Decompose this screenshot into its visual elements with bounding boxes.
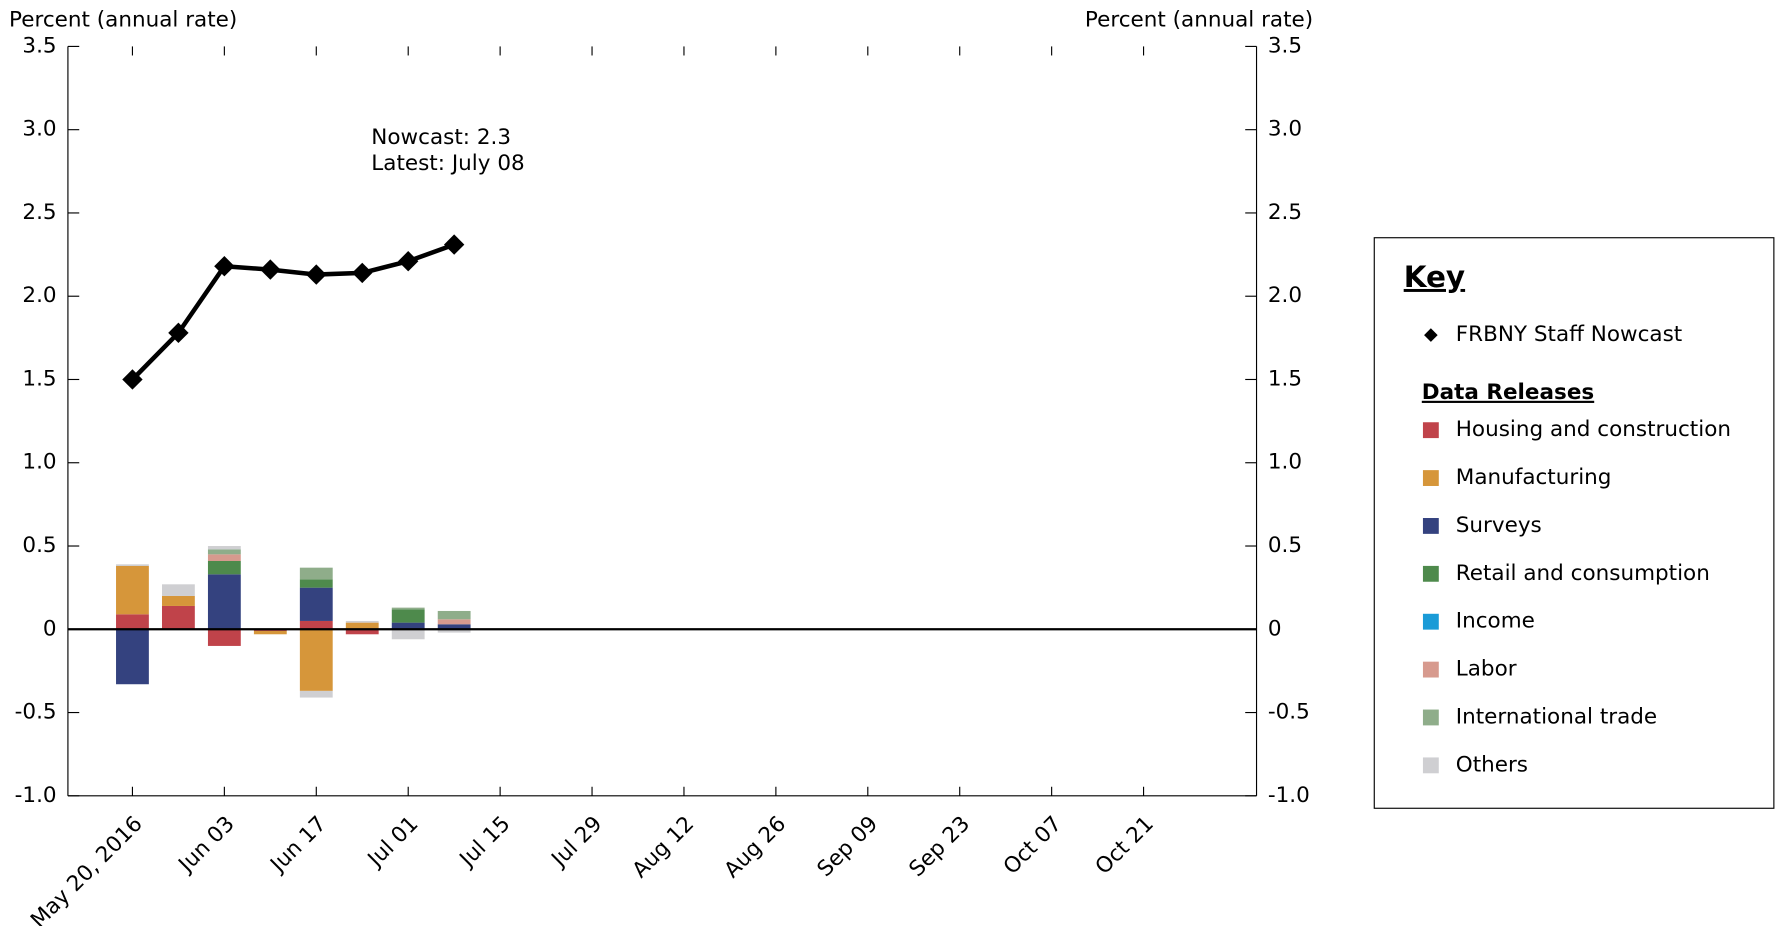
bar-segment [345, 622, 379, 630]
y2-tick-label: -0.5 [1268, 700, 1310, 725]
nowcast-marker [352, 262, 373, 284]
annotation: Latest: July 08 [371, 151, 524, 176]
legend-swatch [1422, 709, 1439, 726]
x-tick-label: Oct 07 [999, 812, 1067, 880]
nowcast-marker [260, 259, 281, 280]
legend-box [1373, 237, 1775, 809]
bar-segment [345, 629, 379, 635]
bar-segment [116, 629, 149, 685]
legend-label: FRBNY Staff Nowcast [1456, 322, 1682, 347]
legend-label: Housing and construction [1456, 417, 1731, 442]
x-tick-label: Jul 29 [546, 812, 608, 874]
nowcast-marker [398, 251, 419, 272]
legend-swatch [1422, 518, 1439, 534]
legend-swatch [1422, 565, 1439, 582]
y-tick-label: 1.5 [22, 366, 56, 391]
bar-segment [391, 609, 425, 623]
x-tick-label: Jun 17 [265, 812, 332, 879]
x-tick-label: Jul 15 [454, 812, 516, 874]
x-tick-label: Oct 21 [1091, 812, 1159, 880]
y-tick-label: 2.5 [22, 200, 56, 225]
bar-segment [253, 630, 287, 635]
bar-segment [299, 587, 333, 621]
nowcast-marker [168, 322, 189, 344]
bar-segment [299, 690, 333, 698]
legend-label: Surveys [1456, 513, 1542, 538]
nowcast-marker [306, 264, 327, 285]
x-tick-label: Jul 01 [362, 812, 424, 874]
bar-segment [437, 619, 471, 625]
bar-segment [207, 574, 241, 630]
y-axis-label: Percent (annual rate) [9, 7, 237, 32]
annotation: Nowcast: 2.3 [371, 125, 511, 150]
bar-segment [161, 595, 195, 606]
bar-segment [437, 610, 471, 620]
y2-tick-label: 0 [1268, 616, 1282, 641]
legend-label: Retail and consumption [1456, 561, 1710, 586]
bar-segment [161, 605, 195, 630]
legend-swatch [1422, 470, 1439, 486]
legend-label: Manufacturing [1456, 465, 1612, 490]
x-tick-label: Jun 03 [173, 812, 240, 879]
y2-axis-label: Percent (annual rate) [1085, 7, 1313, 32]
legend-label: Others [1456, 752, 1528, 777]
nowcast-marker [122, 369, 143, 390]
y2-tick-label: 1.5 [1268, 366, 1302, 391]
legend-label: Labor [1456, 657, 1517, 682]
legend-swatch [1422, 613, 1439, 630]
y-tick-label: 0 [43, 616, 57, 641]
legend-group-title: Data Releases [1422, 380, 1594, 405]
bar-segment [299, 620, 333, 630]
bar-segment [116, 565, 149, 615]
y2-tick-label: 3.0 [1268, 117, 1302, 142]
y2-tick-label: 0.5 [1268, 533, 1302, 558]
bar-segment [207, 554, 241, 562]
legend-label: International trade [1456, 704, 1657, 729]
bar-segment [161, 584, 195, 596]
x-tick-label: May 20, 2016 [26, 812, 148, 926]
bar-segment [299, 629, 333, 691]
y-tick-label: 2.0 [22, 283, 56, 308]
bar-segment [207, 549, 241, 555]
x-tick-label: Sep 09 [813, 812, 884, 883]
bar-segment [391, 622, 425, 630]
legend-label: Income [1456, 609, 1535, 634]
bar-segment [207, 561, 241, 575]
bar-segment [391, 629, 425, 640]
bar-segment [116, 564, 149, 566]
y-tick-label: -1.0 [15, 783, 57, 808]
bar-segment [116, 614, 149, 630]
nowcast-marker [214, 256, 235, 277]
y2-tick-label: 3.5 [1268, 33, 1302, 58]
legend-swatch [1422, 661, 1439, 678]
bar-segment [345, 620, 379, 623]
bar-segment [437, 629, 471, 633]
bar-segment [207, 546, 241, 550]
y-tick-label: 3.5 [22, 33, 56, 58]
y2-tick-label: 2.5 [1268, 200, 1302, 225]
legend-swatch [1422, 422, 1439, 439]
bar-segment [391, 607, 425, 610]
y2-tick-label: -1.0 [1268, 783, 1310, 808]
y2-tick-label: 1.0 [1268, 450, 1302, 475]
y-tick-label: 0.5 [22, 533, 56, 558]
bar-segment [299, 567, 333, 580]
nowcast-marker [443, 234, 465, 255]
legend-swatch [1422, 757, 1439, 774]
bar-segment [437, 624, 471, 630]
y2-tick-label: 2.0 [1268, 283, 1302, 308]
legend-title: Key [1404, 260, 1465, 294]
x-tick-label: Sep 23 [904, 812, 975, 883]
x-tick-label: Aug 26 [720, 812, 792, 884]
y-tick-label: 1.0 [22, 450, 56, 475]
y-tick-label: 3.0 [22, 117, 56, 142]
bar-segment [207, 629, 241, 646]
x-tick-label: Aug 12 [628, 812, 700, 884]
y-tick-label: -0.5 [15, 700, 57, 725]
bar-segment [299, 579, 333, 588]
